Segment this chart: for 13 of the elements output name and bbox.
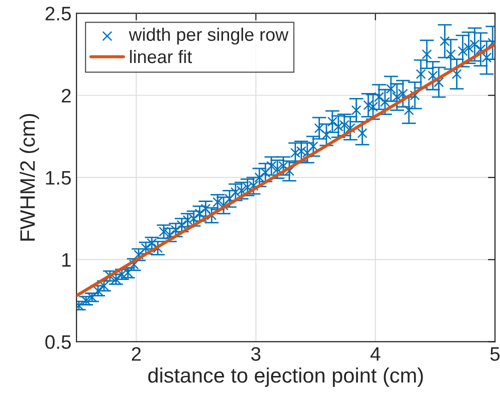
x-axis-title: distance to ejection point (cm) [148,367,423,387]
y-tick-label: 0.5 [45,335,71,349]
x-tick-label: 4 [370,347,380,361]
y-tick-label: 1 [62,253,71,267]
y-tick-label: 2 [62,88,71,102]
y-tick-label: 2.5 [46,6,71,21]
x-tick-label: 5 [490,347,500,361]
y-axis-title: FWHM/2 (cm) [20,114,40,241]
y-tick-label: 1.5 [46,171,71,185]
legend-label: width per single row [128,28,288,45]
x-tick-label: 3 [251,347,260,361]
x-tick-label: 2 [132,347,141,361]
legend-label: linear fit [130,50,192,64]
